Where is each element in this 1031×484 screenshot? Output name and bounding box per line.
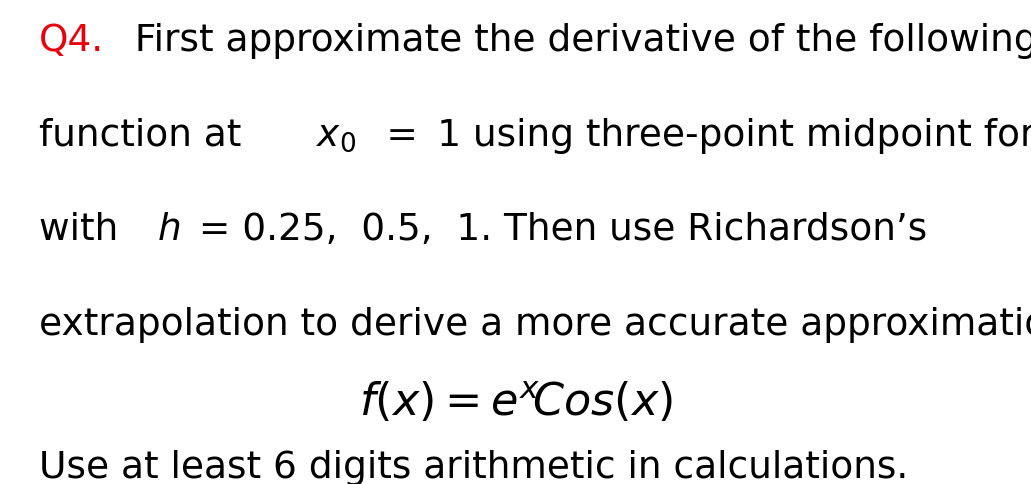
Text: = 0.25,  0.5,  1. Then use Richardson’s: = 0.25, 0.5, 1. Then use Richardson’s (187, 212, 927, 247)
Text: function at: function at (39, 117, 254, 153)
Text: Q4.: Q4. (39, 23, 104, 59)
Text: $h$: $h$ (157, 212, 180, 247)
Text: First approximate the derivative of the following: First approximate the derivative of the … (124, 23, 1031, 59)
Text: Use at least 6 digits arithmetic in calculations.: Use at least 6 digits arithmetic in calc… (39, 449, 908, 484)
Text: =  1 using three-point midpoint formula: = 1 using three-point midpoint formula (367, 117, 1031, 153)
Text: extrapolation to derive a more accurate approximation.: extrapolation to derive a more accurate … (39, 306, 1031, 342)
Text: $f(x) = e^{x}\!\mathit{C}os(x)$: $f(x) = e^{x}\!\mathit{C}os(x)$ (359, 379, 672, 423)
Text: with: with (39, 212, 130, 247)
Text: $x_0$: $x_0$ (315, 118, 356, 153)
